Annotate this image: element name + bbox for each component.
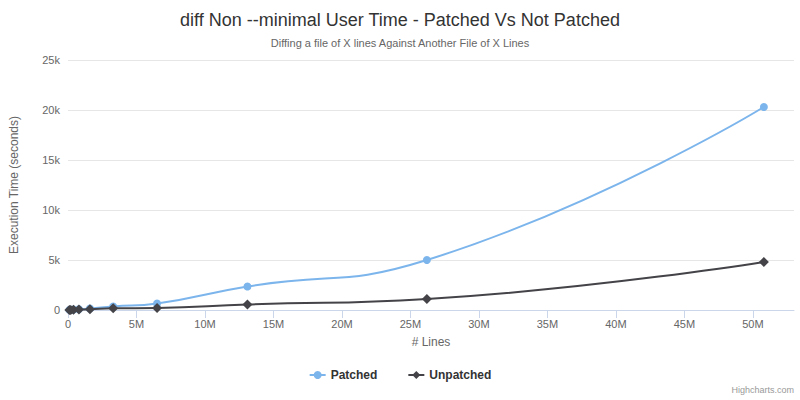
svg-text:10k: 10k bbox=[42, 204, 60, 216]
svg-text:Patched: Patched bbox=[331, 368, 378, 382]
svg-text:diff Non --minimal User Time -: diff Non --minimal User Time - Patched V… bbox=[180, 10, 620, 30]
svg-text:0: 0 bbox=[54, 304, 60, 316]
svg-text:30M: 30M bbox=[468, 318, 489, 330]
svg-text:50M: 50M bbox=[742, 318, 763, 330]
svg-text:0: 0 bbox=[65, 318, 71, 330]
svg-text:40M: 40M bbox=[605, 318, 626, 330]
svg-text:10M: 10M bbox=[194, 318, 215, 330]
svg-text:Highcharts.com: Highcharts.com bbox=[731, 385, 794, 395]
svg-text:45M: 45M bbox=[674, 318, 695, 330]
svg-text:35M: 35M bbox=[537, 318, 558, 330]
svg-text:15M: 15M bbox=[263, 318, 284, 330]
svg-text:Unpatched: Unpatched bbox=[429, 368, 491, 382]
svg-text:20k: 20k bbox=[42, 104, 60, 116]
svg-text:5M: 5M bbox=[129, 318, 144, 330]
svg-text:15k: 15k bbox=[42, 154, 60, 166]
svg-text:25M: 25M bbox=[400, 318, 421, 330]
svg-text:# Lines: # Lines bbox=[412, 335, 451, 349]
svg-text:5k: 5k bbox=[48, 254, 60, 266]
svg-text:Execution Time (seconds): Execution Time (seconds) bbox=[7, 116, 21, 254]
svg-text:Diffing a file of X lines Agai: Diffing a file of X lines Against Anothe… bbox=[271, 37, 530, 49]
svg-text:20M: 20M bbox=[331, 318, 352, 330]
svg-text:25k: 25k bbox=[42, 54, 60, 66]
